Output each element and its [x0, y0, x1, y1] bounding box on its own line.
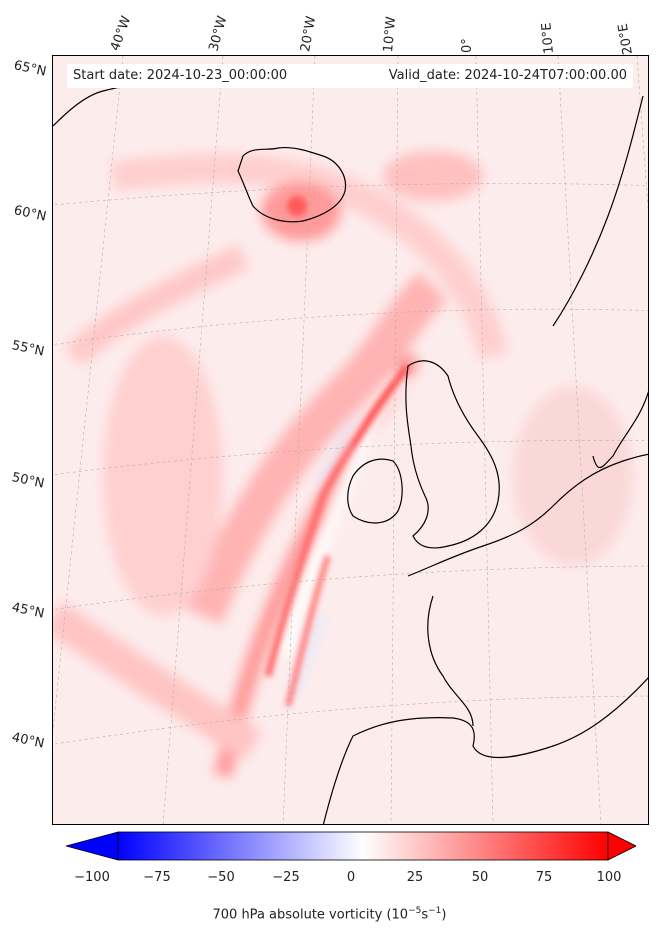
colorbar-tick: 50	[471, 870, 489, 885]
great-britain-coast	[405, 360, 500, 549]
lon-label-20e: 20°E	[615, 22, 636, 56]
colorbar-bar	[117, 831, 609, 861]
lat-label-45n: 45°N	[10, 600, 46, 622]
lat-label-60n: 60°N	[12, 203, 48, 225]
vorticity-field	[53, 151, 633, 778]
lon-label-10w: 10°W	[381, 15, 400, 53]
lon-label-40w: 40°W	[107, 14, 135, 53]
date-header: Start date: 2024-10-23_00:00:00 Valid_da…	[67, 64, 633, 88]
lon-label-30w: 30°W	[206, 14, 231, 53]
colorbar-tick: −100	[74, 870, 110, 885]
vorticity-max	[103, 336, 223, 616]
positive-vorticity-band	[64, 244, 249, 366]
vorticity-max	[513, 386, 633, 566]
graticule	[53, 56, 648, 824]
positive-vorticity-band	[53, 601, 263, 761]
greenland-coast	[53, 83, 164, 127]
colorbar-extend-max	[607, 831, 636, 861]
colorbar	[66, 831, 636, 861]
france-coast	[427, 595, 474, 727]
lon-label-20w: 20°W	[298, 15, 320, 54]
colorbar-extend-min	[66, 831, 119, 861]
iberia-coast	[322, 677, 648, 824]
lat-label-55n: 55°N	[10, 338, 46, 360]
colorbar-tick: 25	[406, 870, 424, 885]
vorticity-core	[264, 196, 411, 707]
norway-coast	[552, 95, 644, 327]
negative-vorticity-band	[289, 614, 327, 698]
lat-label-65n: 65°N	[12, 58, 48, 80]
positive-vorticity-band	[184, 271, 448, 624]
lon-label-10e: 10°E	[539, 21, 557, 55]
iceland-coast	[237, 146, 347, 223]
vorticity-max	[383, 151, 483, 201]
colorbar-label: 700 hPa absolute vorticity (10−5s−1)	[212, 906, 447, 923]
colorbar-tick: −25	[272, 870, 300, 885]
lat-label-50n: 50°N	[10, 470, 46, 492]
scandinavia-coast	[592, 390, 648, 469]
vorticity-map	[53, 56, 648, 824]
colorbar-tick: 100	[596, 870, 622, 885]
colorbar-tick: −50	[207, 870, 235, 885]
lon-label-0: 0°	[460, 38, 475, 53]
colorbar-tick: −75	[143, 870, 171, 885]
europe-coast	[407, 453, 648, 577]
positive-vorticity-band	[111, 153, 508, 360]
colorbar-tick: 75	[535, 870, 553, 885]
lat-label-40n: 40°N	[10, 730, 46, 752]
map-panel: Start date: 2024-10-23_00:00:00 Valid_da…	[52, 55, 649, 825]
colorbar-tick: 0	[346, 870, 356, 885]
start-date: Start date: 2024-10-23_00:00:00	[73, 68, 288, 83]
ireland-coast	[347, 458, 403, 524]
valid-date: Valid_date: 2024-10-24T07:00:00.00	[388, 68, 627, 83]
coastlines	[53, 83, 648, 824]
